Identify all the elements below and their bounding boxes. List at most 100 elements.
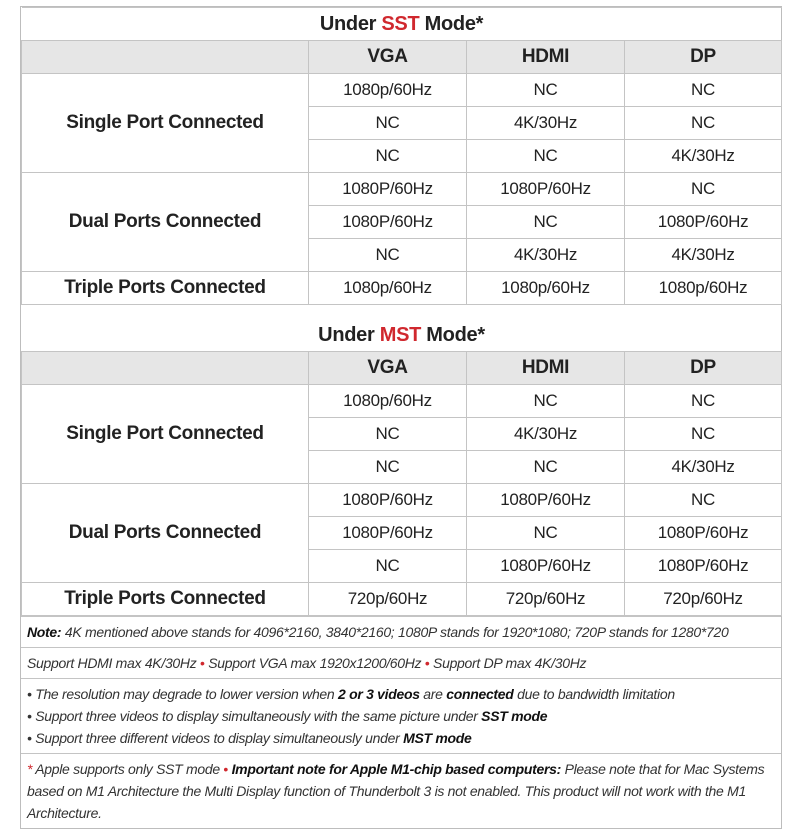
title-mode: MST: [379, 324, 422, 346]
column-header: VGA: [308, 40, 467, 74]
resolution-cell: NC: [308, 106, 467, 140]
resolution-cell: NC: [466, 139, 625, 173]
table-row: Dual Ports Connected 1080P/60Hz 1080P/60Hz…: [21, 172, 782, 272]
resolution-cell: 1080P/60Hz: [466, 549, 625, 583]
separator-dot: •: [219, 761, 232, 777]
resolution-cell: 1080p/60Hz: [624, 271, 782, 305]
resolution-cell: 1080P/60Hz: [466, 483, 625, 517]
resolution-cell: 720p/60Hz: [624, 582, 782, 616]
support-dp: Support DP max 4K/30Hz: [433, 655, 587, 671]
section-title: Under SST Mode*: [21, 7, 782, 41]
bullet1-bold: 2 or 3 videos: [338, 686, 420, 702]
resolution-cell: 1080p/60Hz: [466, 271, 625, 305]
resolution-cell: 1080P/60Hz: [624, 549, 782, 583]
support-hdmi: Support HDMI max 4K/30Hz: [27, 655, 197, 671]
resolution-cell: 4K/30Hz: [466, 238, 625, 272]
resolution-cell: 1080P/60Hz: [466, 172, 625, 206]
section-title-row: Under MST Mode*: [21, 304, 782, 352]
table-row: NC 4K/30Hz NC: [22, 417, 782, 451]
resolution-cell: 720p/60Hz: [466, 582, 625, 616]
bullet3-text: • Support three different videos to disp…: [27, 730, 404, 746]
resolution-cell: NC: [308, 549, 467, 583]
support-line: Support HDMI max 4K/30Hz • Support VGA m…: [21, 647, 781, 678]
column-header: DP: [624, 40, 782, 74]
resolution-cell: NC: [624, 384, 782, 418]
row-group-label: Triple Ports Connected: [21, 271, 309, 305]
table-row: NC 4K/30Hz NC: [22, 106, 782, 140]
resolution-support-document: Under SST Mode* VGA HDMI DP Single Port Conn…: [20, 6, 782, 829]
title-suffix: Mode*: [419, 12, 484, 35]
row-group-label: Triple Ports Connected: [21, 582, 309, 616]
header-row: VGA HDMI DP: [21, 40, 782, 74]
column-header: HDMI: [466, 40, 625, 74]
separator-dot: •: [196, 655, 209, 671]
resolution-cell: NC: [308, 139, 467, 173]
resolution-cell: NC: [624, 483, 782, 517]
row-group-label: Single Port Connected: [21, 384, 309, 484]
bullet1-bold2: connected: [446, 686, 514, 702]
resolution-cell: NC: [466, 516, 625, 550]
row-group-label: Dual Ports Connected: [21, 172, 309, 272]
apple-sst-note: Apple supports only SST mode: [35, 761, 220, 777]
title-suffix: Mode*: [421, 324, 485, 346]
resolution-cell: 4K/30Hz: [624, 450, 782, 484]
resolution-cell: 1080p/60Hz: [308, 271, 467, 305]
separator-dot: •: [421, 655, 434, 671]
table-row: Triple Ports Connected 1080p/60Hz 1080p/60…: [21, 271, 782, 305]
title-mode: SST: [381, 12, 420, 35]
resolution-cell: NC: [624, 417, 782, 451]
resolution-cell: NC: [624, 73, 782, 107]
column-header: HDMI: [466, 351, 625, 385]
bullets-block: • The resolution may degrade to lower ve…: [21, 678, 781, 753]
section-title: Under MST Mode*: [21, 304, 782, 352]
title-prefix: Under: [318, 324, 380, 346]
column-header: DP: [624, 351, 782, 385]
resolution-cell: NC: [466, 205, 625, 239]
resolution-cell: NC: [466, 384, 625, 418]
note-label: Note:: [27, 624, 62, 640]
table-row: 1080P/60Hz NC 1080P/60Hz: [22, 516, 782, 550]
table-row: NC 1080P/60Hz 1080P/60Hz: [22, 549, 782, 583]
resolution-cell: 1080p/60Hz: [308, 73, 467, 107]
based-computers: based computers:: [441, 761, 561, 777]
resolution-cell: 1080P/60Hz: [308, 516, 467, 550]
bullet1-text3: due to bandwidth limitation: [513, 686, 675, 702]
note-text: 4K mentioned above stands for 4096*2160,…: [61, 624, 729, 640]
resolution-cell: NC: [624, 106, 782, 140]
title-prefix: Under: [319, 12, 382, 35]
resolution-cell: 4K/30Hz: [466, 106, 625, 140]
table-row: Triple Ports Connected 720p/60Hz 720p/60Hz…: [21, 582, 782, 616]
resolution-table: Under SST Mode* VGA HDMI DP Single Port Conn…: [21, 7, 782, 616]
table-row: NC NC 4K/30Hz: [22, 139, 782, 173]
resolution-cell: 720p/60Hz: [308, 582, 467, 616]
table-row: NC 4K/30Hz 4K/30Hz: [22, 238, 782, 272]
resolution-cell: NC: [466, 450, 625, 484]
resolution-cell: 4K/30Hz: [624, 139, 782, 173]
table-row: 1080P/60Hz NC 1080P/60Hz: [22, 205, 782, 239]
resolution-cell: NC: [308, 450, 467, 484]
resolution-cell: 4K/30Hz: [624, 238, 782, 272]
table-row: Dual Ports Connected 1080P/60Hz 1080P/60Hz…: [21, 483, 782, 583]
resolution-cell: 1080P/60Hz: [308, 205, 467, 239]
column-header: VGA: [308, 351, 467, 385]
resolution-cell: NC: [466, 73, 625, 107]
note-line: Note: 4K mentioned above stands for 4096…: [21, 616, 781, 647]
resolution-cell: 1080P/60Hz: [624, 516, 782, 550]
row-group-label: Dual Ports Connected: [21, 483, 309, 583]
support-vga: Support VGA max 1920x1200/60Hz: [208, 655, 422, 671]
apple-m1-chip: Apple M1-chip: [349, 761, 442, 777]
table-row: NC NC 4K/30Hz: [22, 450, 782, 484]
resolution-cell: 4K/30Hz: [466, 417, 625, 451]
resolution-cell: 1080p/60Hz: [308, 384, 467, 418]
header-blank: [21, 351, 309, 385]
table-row: Single Port Connected 1080p/60Hz NC NC: [21, 73, 782, 173]
table-row: Single Port Connected 1080p/60Hz NC NC: [21, 384, 782, 484]
resolution-cell: NC: [624, 172, 782, 206]
bullet1-text: • The resolution may degrade to lower ve…: [27, 686, 338, 702]
bullet2-bold: SST mode: [481, 708, 548, 724]
bullet3-bold: MST mode: [403, 730, 472, 746]
row-group-label: Single Port Connected: [21, 73, 309, 173]
important-note-label: Important note for: [231, 761, 350, 777]
apple-note: * Apple supports only SST mode • Importa…: [21, 753, 781, 828]
asterisk: *: [27, 761, 36, 777]
